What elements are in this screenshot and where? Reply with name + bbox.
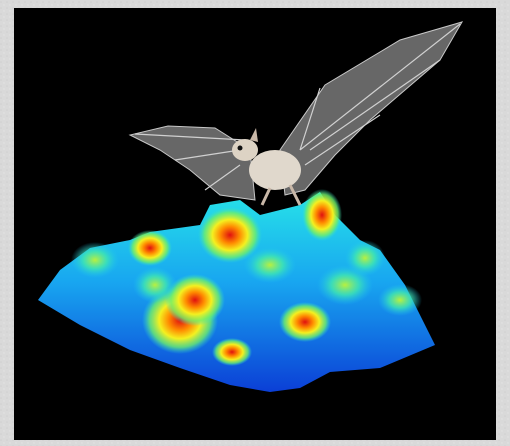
wing-bones xyxy=(134,133,246,191)
peak xyxy=(128,230,172,266)
peak xyxy=(212,338,252,366)
bump xyxy=(133,267,177,303)
peak xyxy=(198,207,262,263)
peak xyxy=(302,189,342,241)
bump xyxy=(244,247,296,283)
terrain xyxy=(38,189,435,392)
peak xyxy=(279,302,331,342)
body xyxy=(249,150,301,190)
ear xyxy=(250,128,258,142)
left-wing xyxy=(128,125,256,201)
legs xyxy=(260,184,302,206)
peak xyxy=(165,274,225,326)
bump xyxy=(378,284,422,316)
wing-bones xyxy=(299,23,461,166)
bump xyxy=(71,242,119,278)
bat xyxy=(128,21,464,206)
eye xyxy=(237,145,243,151)
head xyxy=(232,139,258,161)
bump xyxy=(345,240,385,276)
